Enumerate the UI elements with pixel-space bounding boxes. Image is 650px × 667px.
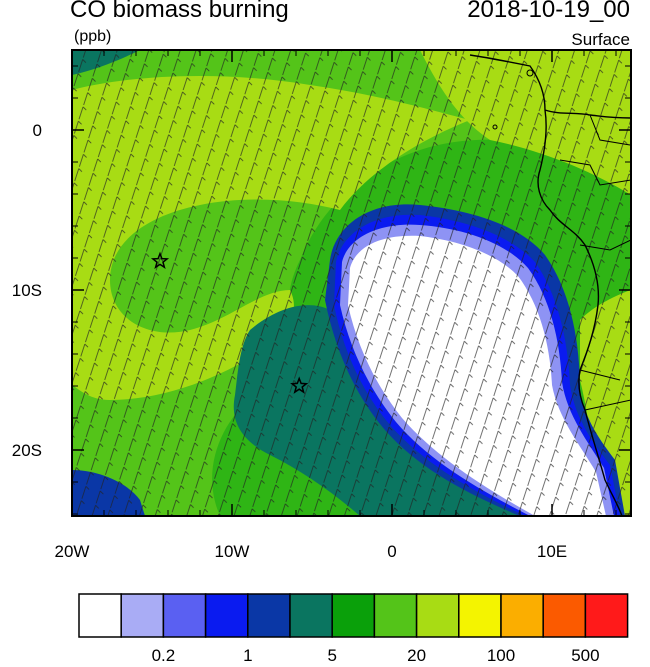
colorbar-swatch xyxy=(247,593,291,638)
colorbar-label: 20 xyxy=(407,646,426,665)
colorbar-swatch xyxy=(500,593,544,638)
x-tick-label: 20W xyxy=(55,542,90,561)
island-marker xyxy=(492,124,498,130)
colorbar-swatch xyxy=(542,593,587,638)
colorbar-swatch xyxy=(78,593,122,638)
map-frame xyxy=(71,49,632,517)
island-marker xyxy=(526,69,534,77)
x-tick-label: 10W xyxy=(215,542,250,561)
wind-barbs xyxy=(72,50,631,516)
level-label: Surface xyxy=(571,30,630,49)
country-borders xyxy=(559,114,631,411)
colorbar-swatch xyxy=(289,593,333,638)
site-marker-1 xyxy=(150,251,170,270)
site-marker-2 xyxy=(290,376,309,394)
y-tick-label: 0 xyxy=(33,121,42,140)
colorbar-swatch xyxy=(120,593,165,638)
axis-labels: 20W 10W 0 10E 0 10S 20S xyxy=(12,121,567,561)
colorbar-swatch xyxy=(373,593,418,638)
site-markers xyxy=(150,251,309,394)
colorbar-label: 0.2 xyxy=(152,646,176,665)
african-coastline xyxy=(469,54,631,516)
colorbar-swatch xyxy=(204,593,249,638)
axis-ticks xyxy=(71,50,631,516)
units-label: (ppb) xyxy=(74,28,112,45)
valid-time: 2018-10-19_00 xyxy=(467,0,630,23)
x-tick-label: 0 xyxy=(387,542,396,561)
colorbar-label: 500 xyxy=(571,646,599,665)
map-area xyxy=(72,50,631,516)
colorbar-swatch xyxy=(458,593,502,638)
y-tick-label: 20S xyxy=(12,441,42,460)
colorbar-swatch xyxy=(331,593,376,638)
map-title: CO biomass burning xyxy=(70,0,289,23)
x-tick-label: 10E xyxy=(537,542,567,561)
colorbar-label: 100 xyxy=(487,646,515,665)
colorbar-label: 5 xyxy=(327,646,336,665)
colorbar-swatch xyxy=(584,593,629,638)
colorbar-label: 1 xyxy=(243,646,252,665)
y-tick-label: 10S xyxy=(12,281,42,300)
colorbar: 0.2 1 5 20 100 500 xyxy=(78,593,629,665)
colorbar-swatch xyxy=(162,593,207,638)
colorbar-swatch xyxy=(415,593,460,638)
